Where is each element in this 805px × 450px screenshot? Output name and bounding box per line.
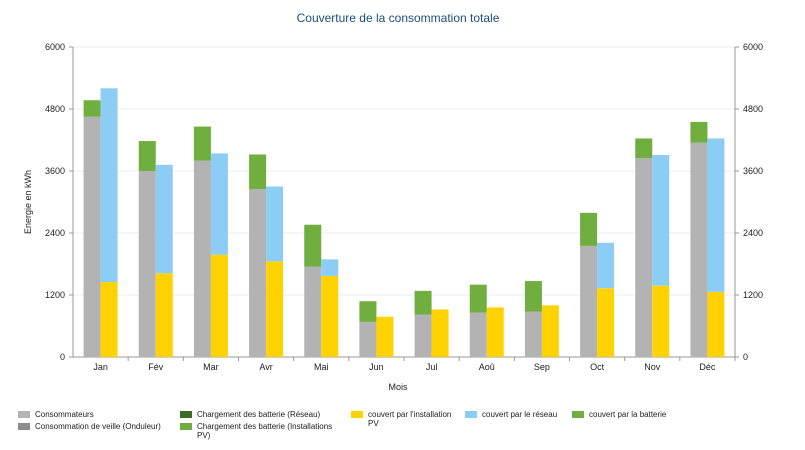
bar-segment xyxy=(321,275,339,357)
legend-item-chargement-reseau: Chargement des batterie (Réseau) xyxy=(180,410,345,419)
legend-label: couvert par la batterie xyxy=(589,410,667,419)
legend-label: Chargement des batterie (Réseau) xyxy=(197,410,321,419)
x-tick-label: Nov xyxy=(644,362,661,372)
bar-segment xyxy=(597,288,615,357)
bar-chart: Couverture de la consommation totale Moi… xyxy=(23,11,763,392)
legend-label: Consommateurs xyxy=(35,410,94,419)
legend-swatch xyxy=(180,423,192,430)
bar-segment xyxy=(266,186,284,262)
x-tick-label: Mai xyxy=(314,362,329,372)
x-axis-label: Mois xyxy=(388,382,408,392)
bar-segment xyxy=(414,314,432,357)
x-tick-label: Aoû xyxy=(479,362,495,372)
bar-segment xyxy=(580,212,598,246)
bar-segment xyxy=(652,154,670,286)
x-tick-label: Jun xyxy=(369,362,384,372)
x-tick-label: Jan xyxy=(93,362,108,372)
legend-swatch xyxy=(180,411,192,418)
legend-item-couvert-reseau: couvert par le réseau xyxy=(465,410,575,419)
bar-segment xyxy=(635,158,653,357)
bar-segment xyxy=(524,281,542,312)
bar-segment xyxy=(266,261,284,357)
legend-item-consommateurs: Consommateurs xyxy=(18,410,94,419)
bar-segment xyxy=(210,153,228,255)
bar-segment xyxy=(431,309,449,357)
legend: Consommateurs Consommation de veille (On… xyxy=(18,408,798,448)
bar-segment xyxy=(414,290,432,315)
bar-segment xyxy=(469,284,487,313)
legend-label: Chargement des batterie (Installations P… xyxy=(197,422,333,440)
x-tick-label: Avr xyxy=(259,362,272,372)
y-tick-label-left: 2400 xyxy=(45,228,65,238)
legend-swatch xyxy=(572,411,584,418)
y-tick-label-left: 0 xyxy=(60,352,65,362)
bar-segment xyxy=(100,282,118,357)
y-tick-label-left: 4800 xyxy=(45,104,65,114)
chart-title: Couverture de la consommation totale xyxy=(297,11,500,25)
bar-segment xyxy=(155,273,173,357)
bar-segment xyxy=(155,164,173,274)
bar-segment xyxy=(580,245,598,357)
legend-item-couvert-pv: couvert par l'installation PV xyxy=(351,410,463,428)
bar-segment xyxy=(597,242,615,289)
bar-segment xyxy=(690,142,708,357)
legend-swatch xyxy=(18,423,30,430)
x-tick-label: Sep xyxy=(534,362,550,372)
bar-segment xyxy=(469,312,487,357)
bar-segment xyxy=(635,138,653,159)
y-tick-label-right: 6000 xyxy=(743,42,763,52)
tick-labels: 0 0 1200 1200 2400 2400 3600 3600 4800 4800 6000 60… xyxy=(45,42,763,372)
legend-label: couvert par le réseau xyxy=(482,410,558,419)
legend-item-couvert-batterie: couvert par la batterie xyxy=(572,410,712,419)
y-tick-label-right: 0 xyxy=(743,352,748,362)
x-tick-label: Fév xyxy=(148,362,164,372)
bar-segment xyxy=(304,266,322,357)
legend-swatch xyxy=(351,411,363,418)
bar-segment xyxy=(249,154,267,190)
bar-segment xyxy=(138,141,156,171)
y-tick-label-left: 3600 xyxy=(45,166,65,176)
bar-segment xyxy=(321,259,339,276)
bar-segment xyxy=(83,116,101,357)
bar-segment xyxy=(193,160,211,357)
bar-segment xyxy=(100,88,118,283)
bar-segment xyxy=(359,321,377,357)
bar-segment xyxy=(249,189,267,357)
legend-label: couvert par l'installation PV xyxy=(368,410,452,428)
legend-item-consommation-veille: Consommation de veille (Onduleur) xyxy=(18,422,188,431)
y-tick-label-right: 3600 xyxy=(743,166,763,176)
bar-segment xyxy=(359,301,377,322)
axes xyxy=(69,46,739,361)
legend-swatch xyxy=(18,411,30,418)
bar-segment xyxy=(707,291,725,357)
bar-segment xyxy=(210,254,228,357)
y-tick-label-left: 6000 xyxy=(45,42,65,52)
bar-segment xyxy=(304,224,322,267)
x-tick-label: Oct xyxy=(590,362,605,372)
bar-segment xyxy=(541,305,559,357)
bar-segment xyxy=(376,316,394,357)
legend-swatch xyxy=(465,411,477,418)
bar-segment xyxy=(138,171,156,357)
legend-item-chargement-pv: Chargement des batterie (Installations P… xyxy=(180,422,345,440)
bar-segment xyxy=(690,121,708,143)
bar-segment xyxy=(652,285,670,357)
y-tick-label-right: 4800 xyxy=(743,104,763,114)
x-tick-label: Déc xyxy=(699,362,716,372)
y-axis-label: Energie en kWh xyxy=(23,170,33,234)
bar-segment xyxy=(83,100,101,117)
y-tick-label-right: 1200 xyxy=(743,290,763,300)
bars xyxy=(83,88,725,357)
bar-segment xyxy=(193,126,211,161)
bar-segment xyxy=(486,307,504,357)
legend-label: Consommation de veille (Onduleur) xyxy=(35,422,161,431)
bar-segment xyxy=(524,311,542,357)
y-tick-label-left: 1200 xyxy=(45,290,65,300)
x-tick-label: Mar xyxy=(203,362,219,372)
y-tick-label-right: 2400 xyxy=(743,228,763,238)
x-tick-label: Jul xyxy=(426,362,438,372)
bar-segment xyxy=(707,138,725,292)
